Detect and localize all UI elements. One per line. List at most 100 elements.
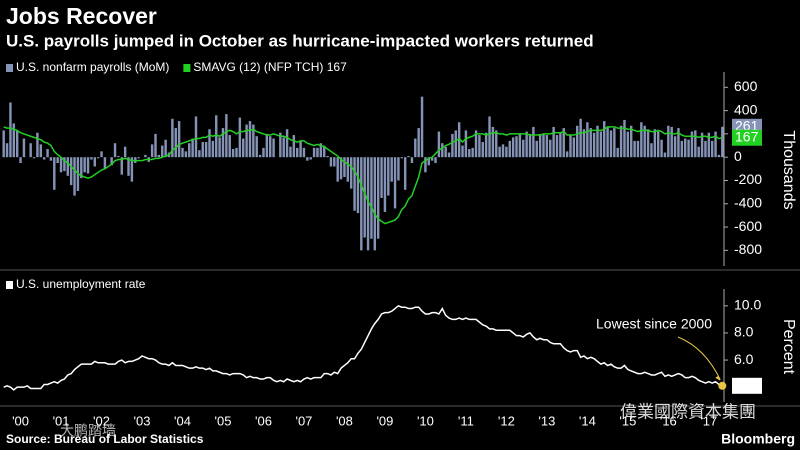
bar: [505, 146, 508, 158]
bar: [356, 157, 360, 214]
bar: [9, 102, 12, 158]
bar: [522, 139, 525, 158]
watermark: 大鹏踏墙: [60, 423, 116, 439]
bar: [238, 117, 242, 158]
bar: [258, 154, 262, 158]
bar: [12, 123, 16, 158]
bar: [336, 157, 339, 182]
bar: [295, 147, 299, 158]
bar: [481, 142, 484, 158]
bar: [376, 157, 380, 239]
bar: [5, 143, 9, 158]
bar: [427, 157, 431, 166]
bar: [184, 151, 188, 158]
bar: [387, 157, 390, 196]
bar: [90, 157, 93, 160]
bar: [714, 131, 717, 158]
bar: [83, 157, 86, 173]
bar: [407, 156, 410, 158]
bar: [694, 130, 697, 158]
bar: [528, 133, 532, 158]
bar: [299, 140, 302, 158]
x-tick-label: '00: [12, 413, 29, 428]
bar: [636, 140, 640, 158]
bar: [414, 138, 417, 158]
bar: [225, 114, 228, 158]
y-axis-label: Percent: [780, 319, 797, 375]
bar: [177, 121, 181, 158]
bar: [363, 157, 366, 238]
bar: [231, 149, 235, 158]
bar: [59, 157, 63, 173]
legend-swatch: [183, 64, 191, 72]
bar: [46, 149, 49, 158]
bar: [215, 115, 218, 158]
bar: [154, 133, 157, 158]
bar: [582, 129, 586, 158]
bar: [397, 157, 400, 181]
watermark: 偉業國際資本集團: [620, 402, 756, 421]
y-axis-label: Thousands: [780, 130, 797, 209]
bar: [508, 140, 511, 158]
bar: [511, 137, 515, 158]
bar: [400, 157, 404, 159]
x-tick-label: '06: [255, 413, 272, 428]
annotation-arrowhead: [715, 375, 721, 381]
bar: [117, 156, 120, 158]
x-tick-label: '15: [619, 413, 636, 428]
bar: [15, 130, 19, 158]
bar: [53, 157, 56, 190]
bar: [478, 135, 481, 158]
bar: [73, 157, 76, 196]
bar: [171, 118, 174, 158]
bar: [447, 152, 451, 158]
bar: [248, 121, 252, 158]
bar: [565, 151, 569, 158]
bar: [501, 144, 505, 158]
bar: [120, 157, 123, 175]
bar: [441, 143, 444, 158]
bar: [464, 130, 468, 158]
bar: [417, 128, 420, 158]
bar: [700, 132, 704, 158]
bar: [592, 132, 596, 158]
last-value-box: [732, 377, 762, 394]
bar: [29, 143, 32, 158]
bar: [63, 157, 66, 172]
x-tick-label: '03: [134, 413, 151, 428]
x-tick-label: '16: [660, 413, 677, 428]
last-value-label: 167: [735, 128, 759, 144]
bar: [208, 129, 211, 158]
bar: [191, 138, 194, 158]
bar: [410, 157, 414, 164]
bar: [326, 156, 329, 158]
y-tick-label: -200: [734, 171, 762, 187]
bar: [603, 121, 606, 158]
bar: [235, 147, 238, 158]
bar: [518, 133, 522, 158]
bar: [349, 157, 353, 189]
bar: [707, 132, 711, 158]
bar: [218, 137, 221, 158]
bar: [252, 124, 255, 158]
bar: [559, 132, 562, 158]
bar: [670, 126, 673, 158]
bar: [683, 138, 687, 158]
bar: [623, 119, 626, 158]
bar: [549, 139, 552, 158]
bar: [282, 137, 285, 158]
y-tick-label: -800: [734, 241, 762, 257]
bar: [204, 142, 208, 158]
bar: [306, 157, 309, 161]
bar: [656, 131, 660, 158]
bar: [211, 140, 215, 158]
brand: Bloomberg: [721, 431, 795, 447]
bar: [667, 125, 670, 158]
bar: [538, 133, 542, 158]
bar: [100, 151, 103, 158]
bar: [174, 128, 177, 158]
x-tick-label: '02: [93, 413, 110, 428]
legend-swatch: [6, 64, 13, 72]
bar: [569, 135, 572, 158]
